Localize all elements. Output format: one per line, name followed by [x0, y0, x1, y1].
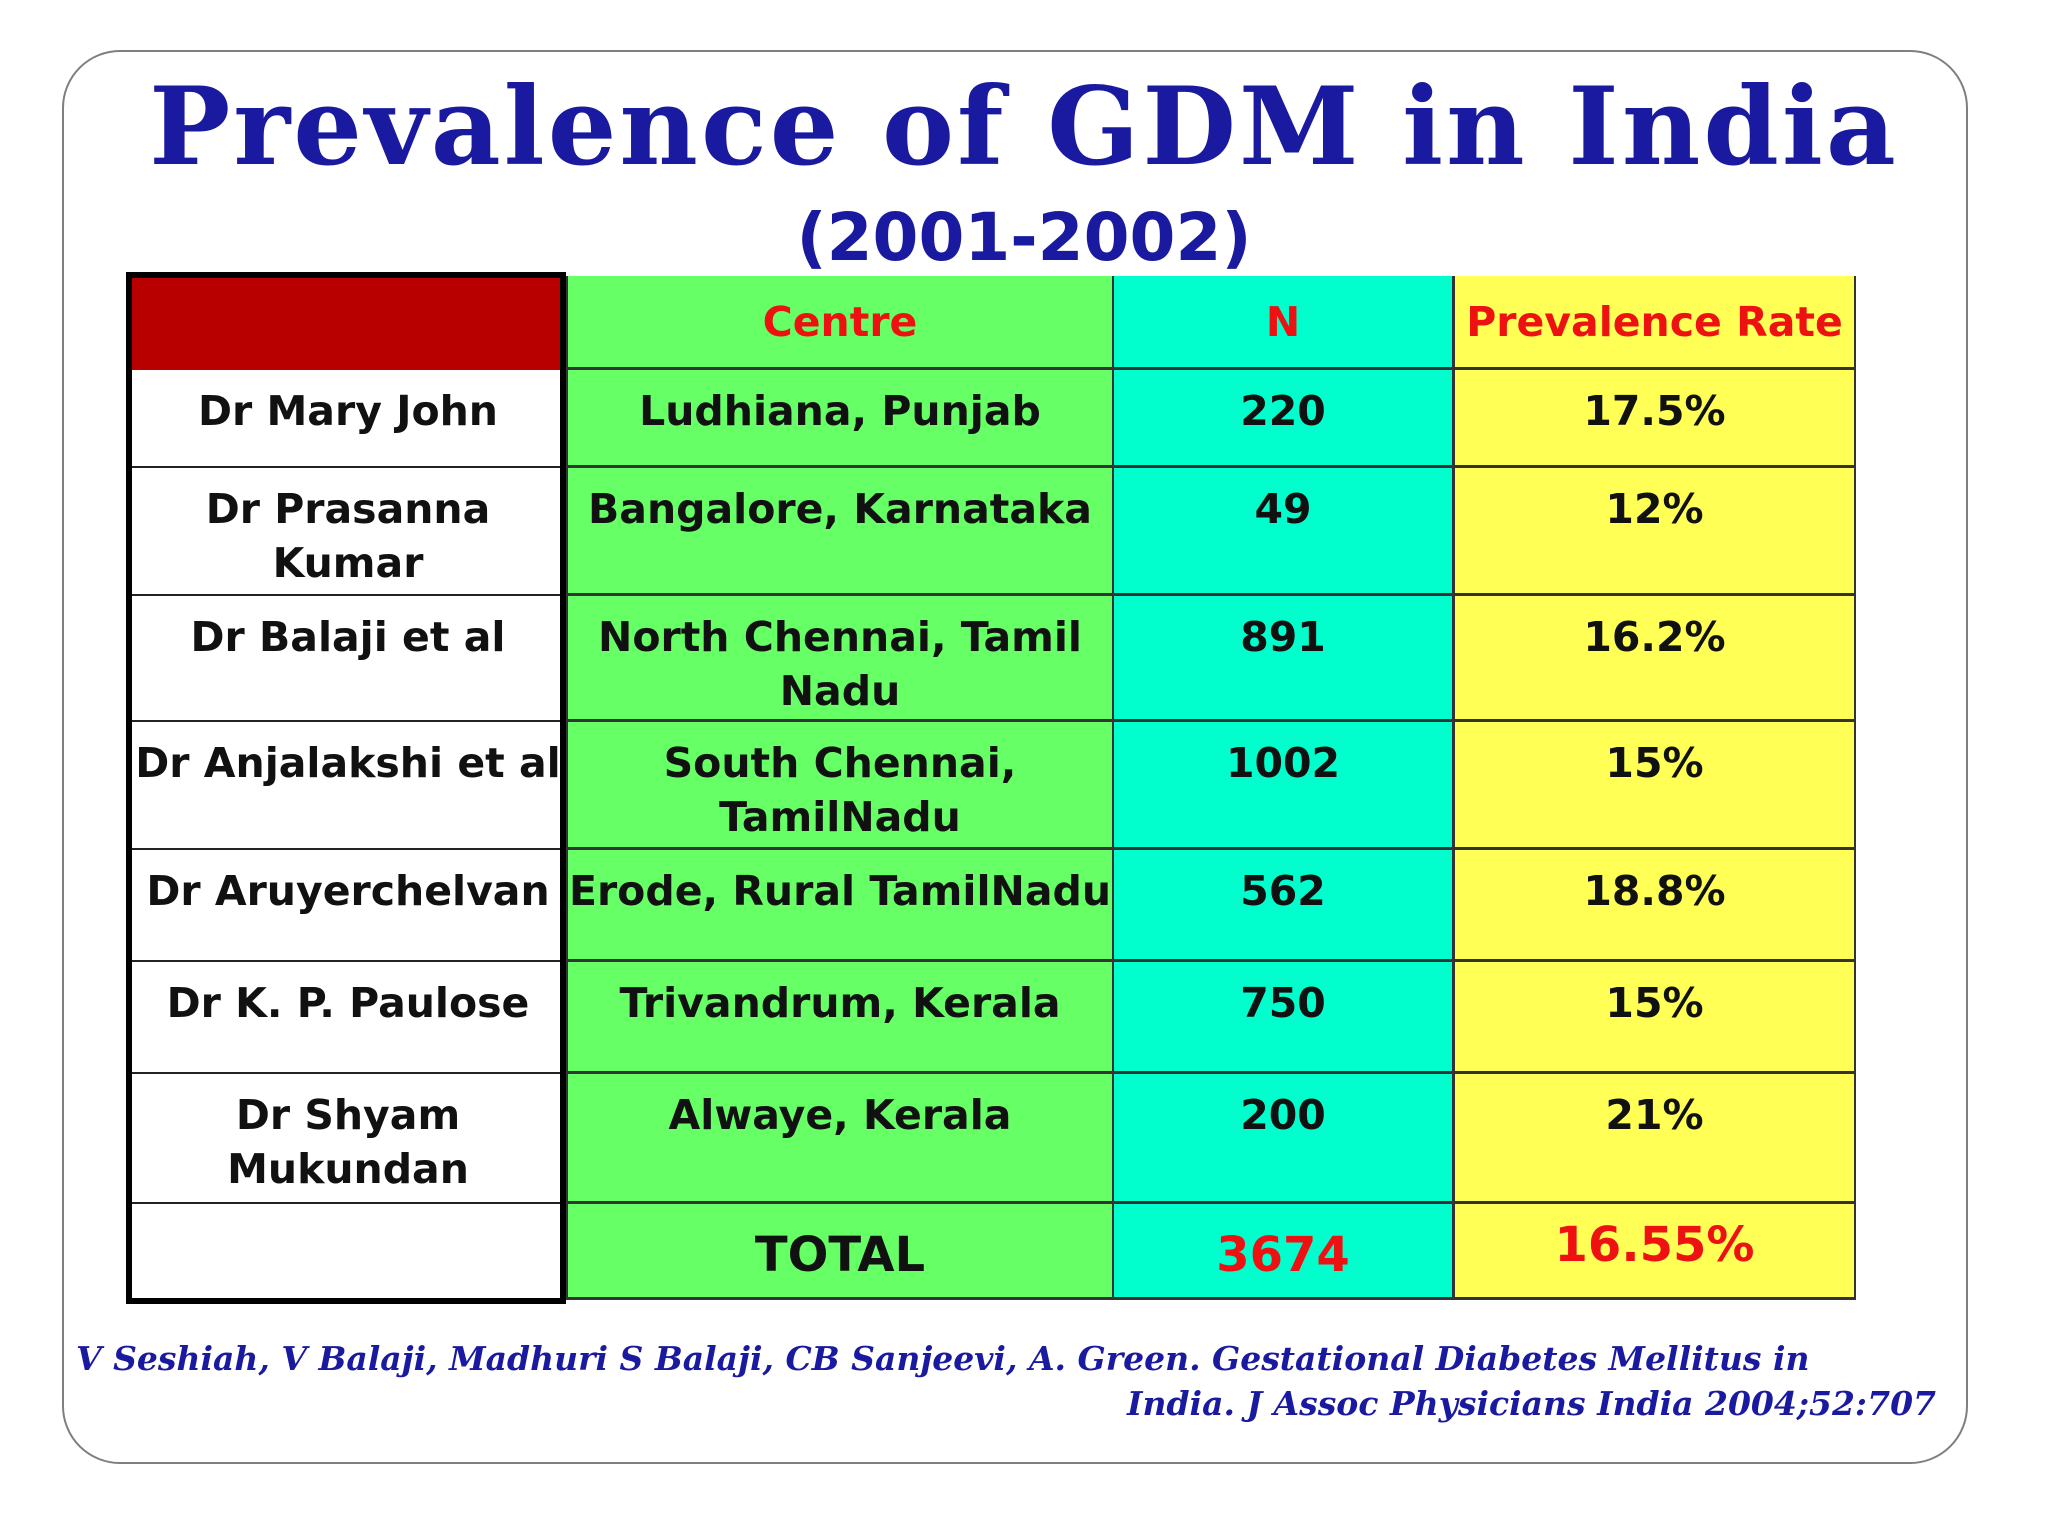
header-red-block — [130, 276, 564, 370]
n-cell: 562 — [1112, 850, 1452, 962]
investigator-cell: Dr Aruyerchelvan — [130, 850, 566, 962]
rate-cell: 16.2% — [1452, 596, 1856, 722]
citation-line-1: V Seshiah, V Balaji, Madhuri S Balaji, C… — [76, 1339, 1810, 1378]
centre-cell: Erode, Rural TamilNadu — [566, 850, 1112, 962]
slide-subtitle: (2001-2002) — [796, 199, 1252, 276]
header-centre: Centre — [566, 276, 1112, 370]
rate-cell: 17.5% — [1452, 370, 1856, 468]
centre-cell: Bangalore, Karnataka — [566, 468, 1112, 596]
total-blank-cell — [130, 1204, 566, 1300]
investigator-cell: Dr Balaji et al — [130, 596, 566, 722]
total-label-cell: TOTAL — [566, 1204, 1112, 1300]
n-cell: 200 — [1112, 1074, 1452, 1204]
rate-cell: 15% — [1452, 722, 1856, 850]
header-prevalence-rate: Prevalence Rate — [1452, 276, 1856, 370]
rate-cell: 21% — [1452, 1074, 1856, 1204]
rate-cell: 18.8% — [1452, 850, 1856, 962]
investigator-cell: Dr Shyam Mukundan — [130, 1074, 566, 1204]
n-cell: 220 — [1112, 370, 1452, 468]
centre-cell: Ludhiana, Punjab — [566, 370, 1112, 468]
centre-cell: South Chennai, TamilNadu — [566, 722, 1112, 850]
centre-cell: Alwaye, Kerala — [566, 1074, 1112, 1204]
slide-title: Prevalence of GDM in India — [149, 64, 1899, 190]
rate-cell: 12% — [1452, 468, 1856, 596]
investigator-cell: Dr K. P. Paulose — [130, 962, 566, 1074]
centre-cell: Trivandrum, Kerala — [566, 962, 1112, 1074]
total-rate-cell: 16.55% — [1452, 1204, 1856, 1300]
n-cell: 750 — [1112, 962, 1452, 1074]
citation-line-2: India. J Assoc Physicians India 2004;52:… — [1127, 1384, 1936, 1423]
total-n-cell: 3674 — [1112, 1204, 1452, 1300]
investigator-cell: Dr Anjalakshi et al — [130, 722, 566, 850]
n-cell: 49 — [1112, 468, 1452, 596]
header-n: N — [1112, 276, 1452, 370]
centre-cell: North Chennai, Tamil Nadu — [566, 596, 1112, 722]
n-cell: 891 — [1112, 596, 1452, 722]
n-cell: 1002 — [1112, 722, 1452, 850]
rate-cell: 15% — [1452, 962, 1856, 1074]
investigator-cell: Dr Mary John — [130, 370, 566, 468]
investigator-cell: Dr Prasanna Kumar — [130, 468, 566, 596]
